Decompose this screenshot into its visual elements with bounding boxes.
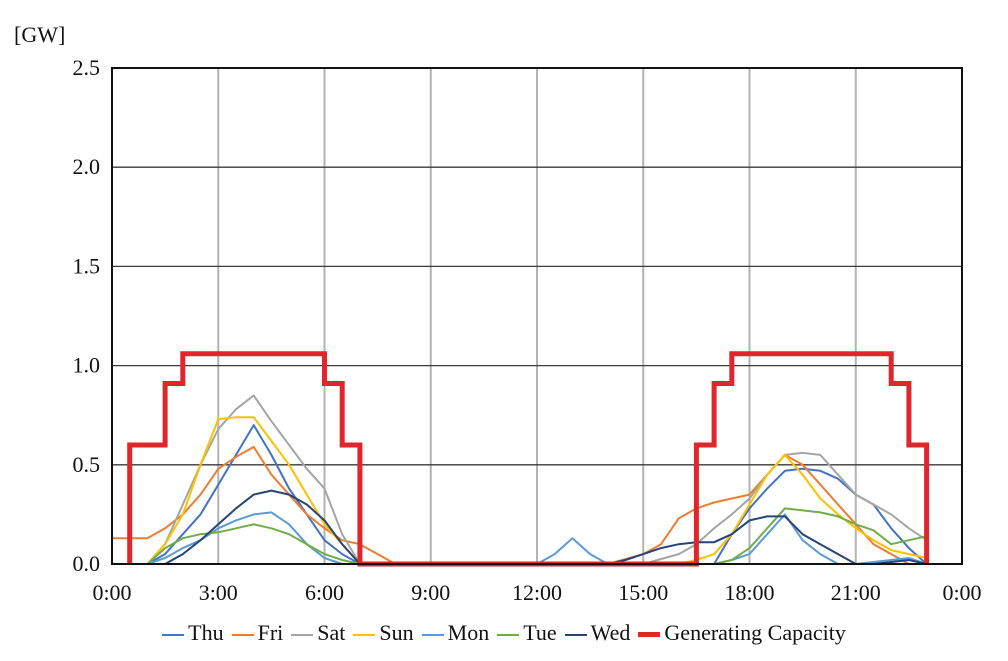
legend-item: Sat — [291, 620, 345, 646]
legend: Thu Fri Sat Sun Mon Tue Wed Generating Capacity — [0, 620, 1008, 646]
x-tick-label: 6:00 — [305, 580, 344, 605]
legend-label: Sun — [379, 620, 414, 645]
y-tick-label: 0.5 — [73, 452, 101, 477]
x-tick-label: 0:00 — [92, 580, 131, 605]
legend-swatch — [231, 633, 254, 636]
legend-label: Mon — [447, 620, 490, 645]
y-tick-label: 2.5 — [73, 55, 101, 80]
y-tick-label: 1.5 — [73, 253, 101, 278]
legend-item: Mon — [421, 620, 490, 646]
y-tick-label: 0.0 — [73, 551, 101, 576]
legend-label: Fri — [257, 620, 284, 645]
legend-label: Thu — [188, 620, 224, 645]
legend-item: Tue — [497, 620, 557, 646]
legend-swatch — [638, 632, 661, 638]
series-line-mon — [112, 511, 927, 565]
grid-lines — [112, 68, 962, 564]
series-line-thu — [112, 424, 928, 565]
y-tick-label: 2.0 — [73, 154, 101, 179]
legend-swatch — [564, 633, 587, 636]
legend-item: Thu — [162, 620, 224, 646]
plot-frame — [111, 67, 963, 565]
series-layer — [112, 351, 930, 567]
x-tick-label: 18:00 — [724, 580, 774, 605]
y-axis-label: [GW] — [14, 22, 66, 47]
x-tick-label: 12:00 — [512, 580, 562, 605]
legend-swatch — [497, 633, 520, 636]
legend-swatch — [291, 633, 314, 636]
x-tick-label: 15:00 — [618, 580, 668, 605]
legend-item: Wed — [564, 620, 631, 646]
legend-item: Fri — [231, 620, 284, 646]
x-tick-label: 3:00 — [199, 580, 238, 605]
legend-label: Generating Capacity — [664, 620, 846, 645]
legend-label: Wed — [590, 620, 631, 645]
legend-swatch — [162, 633, 185, 636]
x-tick-label: 9:00 — [411, 580, 450, 605]
series-line-generating-capacity — [127, 351, 930, 567]
legend-label: Sat — [317, 620, 346, 645]
legend-label: Tue — [523, 620, 557, 645]
legend-swatch — [421, 633, 444, 636]
legend-swatch — [353, 633, 376, 636]
y-tick-label: 1.0 — [73, 353, 101, 378]
tick-labels: 0.0 0.5 1.0 1.5 2.0 2.5 0:00 3:00 6:00 9:00 12:00 1… — [73, 55, 982, 605]
legend-item: Generating Capacity — [638, 620, 846, 646]
series-line-wed — [112, 489, 927, 565]
x-tick-label: 21:00 — [831, 580, 881, 605]
series-line-sat — [112, 394, 928, 565]
legend-item: Sun — [353, 620, 414, 646]
x-tick-label: 0:00 — [942, 580, 981, 605]
